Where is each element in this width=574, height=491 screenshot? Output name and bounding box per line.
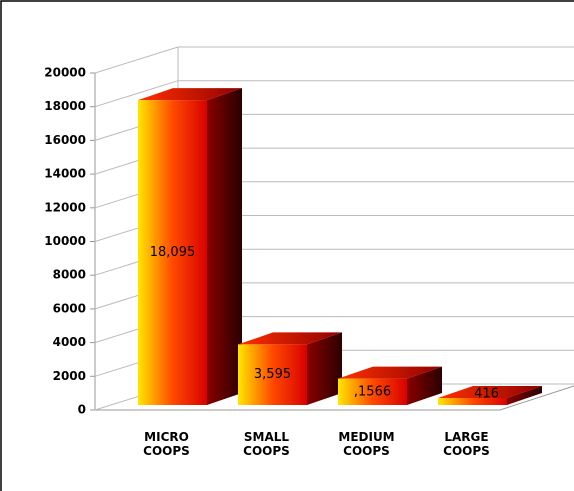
grid-line — [94, 80, 574, 108]
floor-front — [95, 385, 574, 411]
bar — [238, 344, 307, 405]
bar — [138, 100, 207, 406]
y-tick-label: 6000 — [53, 301, 86, 315]
bar-side — [207, 88, 242, 406]
bar-side — [507, 385, 542, 405]
bar — [438, 397, 507, 405]
x-tick-label: LARGE COOPS — [443, 430, 490, 458]
y-tick-label: 2000 — [53, 369, 86, 383]
x-tick-label: SMALL COOPS — [243, 430, 290, 458]
y-tick-label: 10000 — [44, 234, 86, 248]
y-tick-label: 8000 — [53, 268, 86, 282]
bar-top — [138, 88, 242, 101]
y-tick-label: 4000 — [53, 335, 86, 349]
bar-top — [338, 366, 442, 379]
y-tick-label: 16000 — [44, 133, 86, 147]
bar-top — [438, 385, 542, 398]
bar-side — [407, 366, 442, 405]
data-label: 416 — [474, 386, 499, 401]
y-tick-label: 20000 — [44, 66, 86, 80]
data-label: 3,595 — [254, 367, 291, 382]
data-label: ,1566 — [354, 384, 391, 399]
x-tick-label: MEDIUM COOPS — [338, 430, 395, 458]
y-tick-label: 14000 — [44, 167, 86, 181]
y-tick-label: 18000 — [44, 99, 86, 113]
bar-top — [238, 332, 342, 345]
data-label: 18,095 — [150, 245, 196, 260]
bar-side — [307, 332, 342, 405]
y-tick-label: 12000 — [44, 200, 86, 214]
grid-line — [94, 46, 574, 74]
bar — [338, 378, 407, 405]
y-tick-label: 0 — [78, 403, 86, 417]
x-tick-label: MICRO COOPS — [143, 430, 190, 458]
